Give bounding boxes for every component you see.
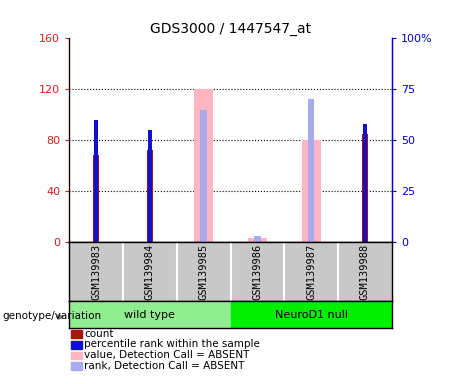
Text: NeuroD1 null: NeuroD1 null — [275, 310, 348, 320]
Text: GSM139987: GSM139987 — [306, 243, 316, 300]
Text: GSM139984: GSM139984 — [145, 243, 155, 300]
Bar — [363, 124, 367, 242]
Bar — [254, 236, 260, 242]
Text: GSM139985: GSM139985 — [199, 243, 209, 300]
Text: GSM139988: GSM139988 — [360, 243, 370, 300]
Text: count: count — [84, 329, 114, 339]
Bar — [93, 156, 99, 242]
Text: value, Detection Call = ABSENT: value, Detection Call = ABSENT — [84, 350, 250, 360]
Text: wild type: wild type — [124, 310, 175, 320]
Bar — [94, 120, 98, 242]
Title: GDS3000 / 1447547_at: GDS3000 / 1447547_at — [150, 22, 311, 36]
Text: rank, Detection Call = ABSENT: rank, Detection Call = ABSENT — [84, 361, 245, 371]
Bar — [302, 140, 320, 242]
Bar — [147, 151, 153, 242]
Text: GSM139983: GSM139983 — [91, 243, 101, 300]
Bar — [148, 130, 152, 242]
Bar — [230, 301, 392, 328]
Text: genotype/variation: genotype/variation — [2, 311, 101, 321]
Bar — [201, 110, 207, 242]
Bar — [69, 301, 230, 328]
Bar — [248, 238, 267, 242]
Text: GSM139986: GSM139986 — [252, 243, 262, 300]
Text: percentile rank within the sample: percentile rank within the sample — [84, 339, 260, 349]
Bar — [362, 134, 368, 242]
Bar — [308, 99, 314, 242]
Bar — [194, 89, 213, 242]
